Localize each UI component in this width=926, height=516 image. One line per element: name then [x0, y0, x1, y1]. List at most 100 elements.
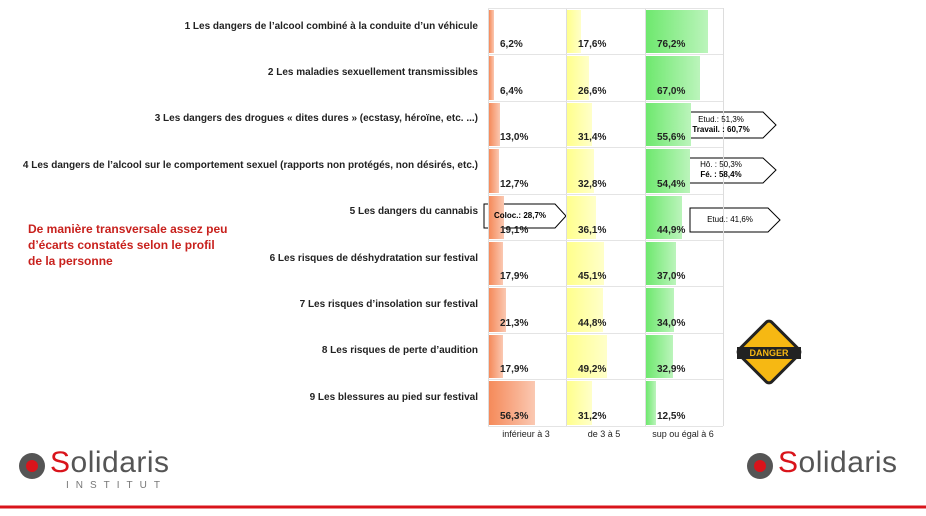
bar — [646, 195, 683, 239]
grid-line — [488, 8, 723, 9]
bar — [646, 10, 708, 54]
logo-right: Solidaris — [778, 446, 898, 480]
value-label: 17,9% — [500, 271, 529, 283]
column-label: sup ou égal à 6 — [652, 428, 714, 439]
value-label: 37,0% — [657, 271, 686, 283]
callout: Etud.: 51,3% Travail. : 60,7% — [678, 115, 764, 135]
bar — [489, 381, 535, 425]
bar — [567, 381, 593, 425]
logo-icon — [26, 460, 38, 472]
bar — [567, 195, 597, 239]
value-label: 31,2% — [578, 410, 607, 422]
value-label: 44,9% — [657, 225, 686, 236]
value-label: 54,4% — [657, 178, 686, 190]
grid-line — [488, 193, 723, 195]
bar — [489, 102, 500, 147]
bar — [489, 195, 505, 239]
bar — [567, 288, 604, 332]
category-label: 9 Les blessures au pied sur festival — [309, 391, 478, 403]
value-label: 55,6% — [657, 132, 686, 144]
bar — [489, 334, 504, 379]
value-label: 19,1% — [500, 225, 529, 236]
bar — [646, 242, 676, 286]
logo-icon — [754, 460, 766, 472]
note: De manière transversale assez peu d’écar… — [28, 222, 228, 268]
bar — [567, 334, 607, 379]
bar — [489, 242, 504, 286]
bar — [567, 149, 594, 193]
category-label: 1 Les dangers de l’alcool combiné à la c… — [184, 20, 478, 32]
value-label: 17,6% — [578, 39, 607, 51]
value-label: 45,1% — [578, 271, 607, 283]
danger-text: DANGER — [749, 348, 789, 358]
callout-line: Coloc.: 28,7% — [493, 211, 546, 220]
callout-line: Etud.: 51,3% — [698, 115, 744, 124]
category-label: 8 Les risques de perte d’audition — [321, 345, 478, 357]
callout-box — [689, 207, 781, 233]
logo-name: Solidaris — [50, 446, 170, 479]
value-label: 31,4% — [578, 132, 607, 144]
category-label: 5 Les dangers du cannabis — [349, 206, 478, 218]
grid-line — [488, 8, 489, 426]
callout-line: Fé. : 58,4% — [700, 170, 742, 179]
grid-line — [488, 100, 723, 102]
value-label: 13,0% — [500, 132, 529, 144]
value-label: 76,2% — [657, 39, 686, 51]
bar — [489, 149, 500, 193]
value-label: 6,2% — [500, 39, 523, 51]
bar — [567, 56, 589, 100]
value-label: 6,4% — [500, 85, 523, 97]
chart: 1 Les dangers de l’alcool combiné à la c… — [22, 8, 724, 439]
grid-line — [723, 8, 724, 426]
value-label: 12,7% — [500, 178, 529, 190]
category-label: 4 Les dangers de l’alcool sur le comport… — [22, 159, 478, 171]
bar — [567, 10, 582, 54]
category-label: 7 Les risques d’insolation sur festival — [299, 299, 478, 311]
callout: Coloc.: 28,7% — [486, 211, 554, 221]
value-label: 34,0% — [657, 317, 686, 329]
bar — [646, 102, 692, 147]
grid-line — [488, 286, 723, 288]
logo-left: Solidaris INSTITUT — [50, 446, 170, 491]
callout-box — [483, 203, 567, 229]
column-label: de 3 à 5 — [587, 428, 621, 439]
value-label: 17,9% — [500, 364, 529, 376]
bar — [646, 56, 701, 100]
value-label: 67,0% — [657, 85, 686, 97]
value-label: 32,8% — [578, 178, 607, 190]
logo-sub: INSTITUT — [66, 480, 167, 491]
category-label: 3 Les dangers des drogues « dites dures … — [154, 113, 478, 125]
callout-line: Travail. : 60,7% — [692, 125, 750, 134]
bar — [646, 334, 673, 379]
grid-line — [488, 379, 723, 381]
bar — [489, 56, 495, 100]
value-label: 32,9% — [657, 364, 686, 376]
value-label: 12,5% — [657, 410, 686, 422]
logo-name: Solidaris — [778, 446, 898, 479]
bar — [489, 10, 495, 54]
danger-band — [737, 347, 801, 359]
grid-line — [488, 240, 723, 241]
value-label: 44,8% — [578, 317, 607, 329]
category-label: 2 Les maladies sexuellement transmissibl… — [267, 67, 478, 79]
grid-line — [488, 147, 723, 149]
value-label: 36,1% — [578, 225, 607, 236]
callout: Etud.: 41,6% — [692, 215, 768, 225]
bar — [646, 288, 674, 332]
callout-line: Etud.: 41,6% — [707, 215, 753, 224]
value-label: 56,3% — [500, 410, 529, 422]
value-label: 26,6% — [578, 85, 607, 97]
category-label: 6 Les risques de déshydratation sur fest… — [269, 252, 478, 264]
grid-line — [488, 54, 723, 56]
callout-line: Hô. : 50,3% — [700, 160, 742, 169]
grid-line — [645, 8, 646, 426]
grid-line — [488, 425, 723, 427]
grid-line — [488, 332, 723, 334]
bar — [489, 288, 507, 332]
bar — [646, 381, 657, 425]
grid-line — [566, 8, 567, 426]
value-label: 21,3% — [500, 317, 529, 329]
bar — [567, 102, 593, 147]
